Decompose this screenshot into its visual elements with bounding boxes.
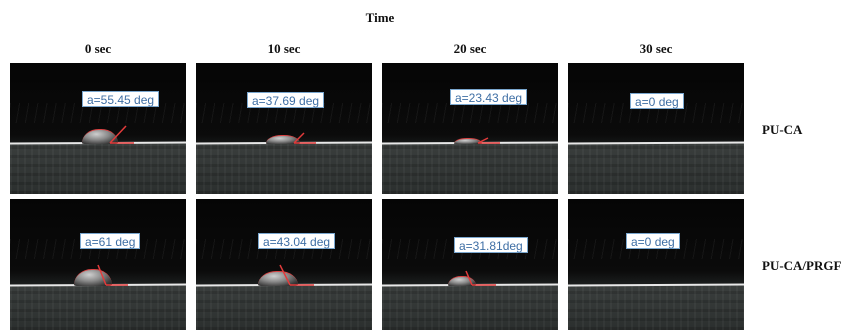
water-droplet [74,269,112,286]
contact-angle-marker [465,270,496,286]
water-droplet [448,276,476,286]
contact-angle-marker [477,137,500,144]
contact-angle-label: a=55.45 deg [82,91,160,107]
contact-angle-label: a=0 deg [626,233,680,249]
contact-angle-marker [97,264,128,286]
droplet-photo-pu-ca-20s: a=23.43 deg [382,63,558,194]
substrate-surface [10,285,186,330]
droplet-photo-pu-ca-prgf-0s: a=61 deg [10,199,186,330]
substrate-surface [10,143,186,194]
contact-angle-label: a=43.04 deg [258,233,336,249]
contact-angle-label: a=61 deg [80,233,141,249]
droplet-photo-pu-ca-30s: a=0 deg [568,63,744,194]
contact-angle-marker [279,264,314,286]
droplet-photo-pu-ca-prgf-20s: a=31.81deg [382,199,558,330]
droplet-photo-pu-ca-0s: a=55.45 deg [10,63,186,194]
droplet-photo-pu-ca-prgf-10s: a=43.04 deg [196,199,372,330]
background-texture [10,103,186,123]
droplet-photo-pu-ca-10s: a=37.69 deg [196,63,372,194]
contact-angle-marker [293,132,316,144]
droplet-photo-pu-ca-prgf-30s: a=0 deg [568,199,744,330]
background-texture [196,103,372,123]
contact-angle-label: a=0 deg [630,93,684,109]
background-texture [568,103,744,123]
water-droplet [82,129,118,144]
substrate-surface [382,285,558,330]
time-label-10: 10 sec [267,41,301,56]
row-label-pu-ca-prgf: PU-CA/PRGF [762,258,842,273]
contact-angle-label: a=23.43 deg [450,89,528,105]
background-texture [382,103,558,123]
substrate-surface [568,285,744,330]
substrate-surface [196,143,372,194]
background-texture [10,239,186,259]
background-texture [568,239,744,259]
figure-title: Time [365,10,395,25]
time-label-20: 20 sec [453,41,487,56]
contact-angle-marker [109,125,134,144]
time-label-0: 0 sec [84,41,112,56]
time-label-30: 30 sec [639,41,673,56]
contact-angle-label: a=31.81deg [454,237,528,253]
substrate-surface [382,143,558,194]
contact-angle-label: a=37.69 deg [247,92,325,108]
row-label-pu-ca: PU-CA [762,122,803,137]
water-droplet [266,135,300,144]
substrate-surface [568,143,744,194]
substrate-surface [196,285,372,330]
water-droplet [454,138,482,144]
